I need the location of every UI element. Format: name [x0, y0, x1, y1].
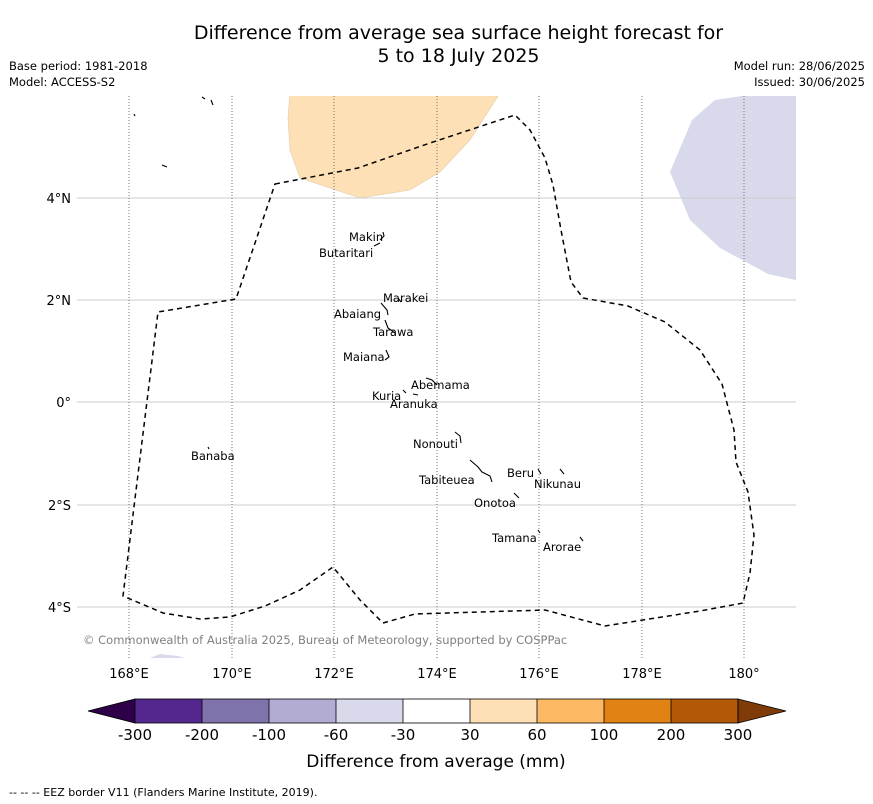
chart-title: Difference from average sea surface heig… [0, 22, 873, 68]
title-line-2: 5 to 18 July 2025 [377, 45, 540, 67]
tarawa-outline [384, 319, 396, 334]
island-label-tamana: Tamana [491, 531, 537, 545]
colorbar-extend-low [87, 698, 136, 724]
copyright-notice: © Commonwealth of Australia 2025, Bureau… [83, 633, 567, 647]
maiana-outline [384, 349, 390, 361]
base-period: Base period: 1981-2018 [9, 59, 148, 73]
island-label-arorae: Arorae [543, 540, 581, 554]
makin-outline [379, 231, 385, 241]
colorbar-label-7: 100 [590, 726, 619, 744]
lat-tick-4n: 4°N [47, 192, 72, 207]
beru-outline [537, 468, 542, 475]
island-label-beru: Beru [507, 466, 534, 480]
model-name: Model: ACCESS-S2 [9, 75, 116, 89]
lat-tick-2s: 2°S [48, 499, 71, 514]
island-label-nonouti: Nonouti [413, 437, 458, 451]
island-label-tabiteuea: Tabiteuea [418, 473, 475, 487]
meta-right: Model run: 28/06/2025 Issued: 30/06/2025 [734, 58, 865, 90]
eez-legend-note: -- -- -- EEZ border V11 (Flanders Marine… [9, 786, 318, 799]
lat-tick-2n: 2°N [47, 294, 72, 309]
nikunau-outline [559, 468, 565, 475]
issued-date: Issued: 30/06/2025 [754, 75, 865, 89]
colorbar-bin-5 [403, 699, 470, 723]
lon-tick-178: 178°E [622, 667, 662, 682]
butaritari-outline [373, 242, 381, 247]
marshall-islands-outline-2 [161, 164, 168, 168]
island-label-abemama: Abemama [411, 378, 470, 392]
colorbar-bin-2 [202, 699, 269, 723]
island-label-kuria: Kuria [372, 389, 401, 403]
island-label-onotoa: Onotoa [474, 496, 516, 510]
colorbar-outline [134, 698, 739, 724]
island-label-abaiang: Abaiang [334, 307, 381, 321]
lat-tick-4s: 4°S [48, 601, 71, 616]
eez-border [122, 114, 755, 627]
island-label-nikunau: Nikunau [534, 477, 581, 491]
colorbar-bin-8 [604, 699, 671, 723]
colorbar-extend-high [737, 698, 787, 724]
aranuka-outline [412, 393, 419, 396]
lon-tick-172: 172°E [314, 667, 354, 682]
island-label-marakei: Marakei [383, 291, 428, 305]
colorbar-label-2: -100 [252, 726, 286, 744]
marshall-islands-outline-1 [133, 113, 136, 117]
colorbar-label-0: -300 [118, 726, 152, 744]
island-label-banaba: Banaba [191, 449, 235, 463]
longitude-gridlines [128, 96, 745, 658]
onotoa-outline [513, 492, 520, 499]
colorbar-label-9: 300 [724, 726, 753, 744]
negative-anomaly-patch-east [670, 96, 796, 281]
colorbar-bin-9 [671, 699, 738, 723]
lon-tick-174: 174°E [417, 667, 457, 682]
abaiang-outline [380, 302, 389, 316]
colorbar-bin-1 [135, 699, 202, 723]
colorbar-title: Difference from average (mm) [306, 752, 565, 772]
colorbar-bin-4 [336, 699, 403, 723]
nonouti-outline [454, 431, 462, 444]
lon-tick-180: 180° [728, 667, 759, 682]
colorbar-frame [134, 698, 739, 724]
colorbar-label-3: -60 [324, 726, 349, 744]
marshall-islands-outline-4 [201, 96, 206, 100]
negative-anomaly-patch-south [150, 654, 185, 658]
title-line-1: Difference from average sea surface heig… [193, 22, 724, 44]
island-label-maiana: Maiana [343, 350, 385, 364]
colorbar-label-5: 30 [460, 726, 479, 744]
island-label-tarawa: Tarawa [372, 325, 413, 339]
marakei-outline [397, 297, 402, 303]
lon-tick-176: 176°E [519, 667, 559, 682]
colorbar-label-8: 200 [657, 726, 686, 744]
colorbar-bin-7 [537, 699, 604, 723]
colorbar-label-6: 60 [527, 726, 546, 744]
island-label-makin: Makin [349, 230, 383, 244]
lon-tick-168: 168°E [109, 667, 149, 682]
colorbar-bin-6 [470, 699, 537, 723]
abemama-outline [425, 377, 438, 386]
map-area: Makin Butaritari Marakei Abaiang Tarawa … [77, 96, 796, 658]
colorbar-label-1: -200 [185, 726, 219, 744]
island-label-butaritari: Butaritari [319, 246, 373, 260]
banaba-outline [207, 446, 210, 450]
latitude-tick-labels: 4°N 2°N 0° 2°S 4°S [47, 192, 72, 616]
island-label-aranuka: Aranuka [390, 397, 438, 411]
tamana-outline [537, 529, 541, 534]
tabiteuea-outline [469, 459, 493, 483]
model-run: Model run: 28/06/2025 [733, 59, 865, 73]
marshall-islands-outline-3 [210, 99, 214, 106]
positive-anomaly-patch [287, 96, 499, 199]
island-labels: Makin Butaritari Marakei Abaiang Tarawa … [191, 230, 581, 554]
longitude-tick-labels: 168°E 170°E 172°E 174°E 176°E 178°E 180° [109, 667, 759, 682]
arorae-outline [579, 536, 584, 542]
kuria-outline [402, 389, 407, 394]
colorbar-label-4: -30 [391, 726, 416, 744]
colorbar-bin-3 [269, 699, 336, 723]
lat-tick-0: 0° [56, 396, 71, 411]
meta-left: Base period: 1981-2018 Model: ACCESS-S2 [9, 58, 148, 90]
colorbar: -300 -200 -100 -60 -30 30 60 100 200 300… [87, 698, 787, 772]
island-outlines [133, 96, 584, 542]
lon-tick-170: 170°E [212, 667, 252, 682]
colorbar-labels: -300 -200 -100 -60 -30 30 60 100 200 300 [118, 726, 752, 744]
